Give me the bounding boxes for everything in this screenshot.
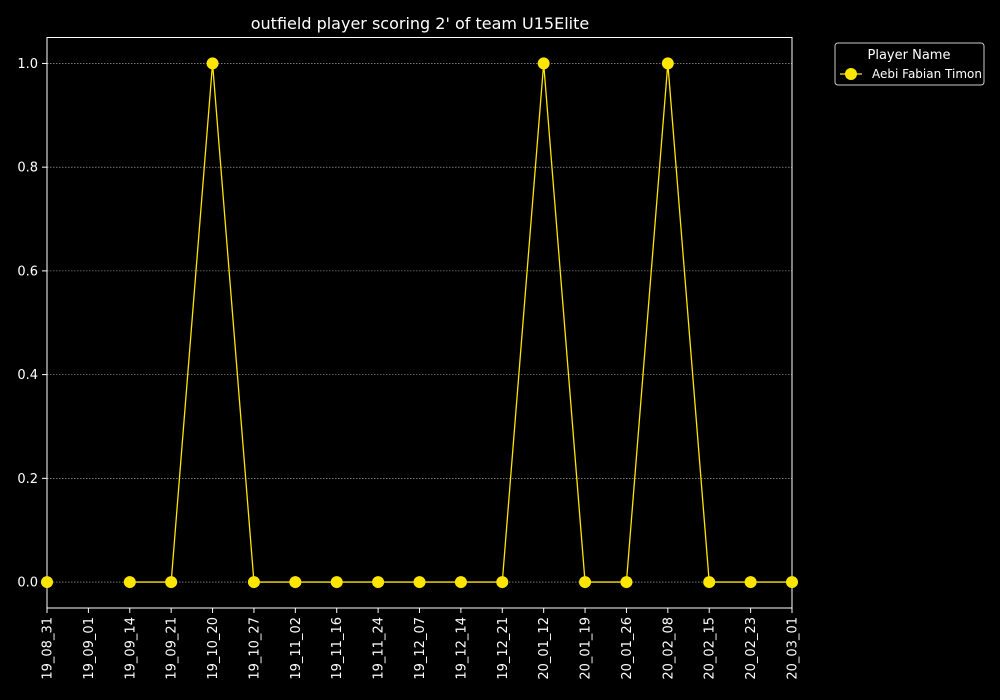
data-point [372,576,385,589]
data-point [413,576,426,589]
data-point [537,57,550,70]
data-point [41,576,53,589]
data-point [165,576,178,589]
x-tick-label: 19_10_20 [206,617,221,680]
series-line [129,63,792,583]
series-layer [41,57,798,589]
x-tick-label: 19_09_21 [165,617,180,680]
x-tick-label: 20_01_12 [537,617,552,680]
y-tick-label: 0.4 [17,368,38,383]
legend-marker-icon [845,68,857,80]
x-tick-label: 20_01_26 [620,617,635,680]
x-tick-label: 19_09_14 [123,617,138,680]
x-tick-label: 19_12_14 [454,617,469,680]
x-tick-label: 20_02_23 [744,617,759,680]
chart-title: outfield player scoring 2' of team U15El… [251,14,589,33]
legend-title: Player Name [868,48,951,63]
data-point [579,576,592,589]
x-tick-label: 19_10_27 [247,617,262,680]
legend-label: Aebi Fabian Timon [872,67,982,81]
y-tick-label: 0.8 [17,161,38,176]
x-axis: 19_08_31 19_09_01 19_09_14 19_09_21 19_10_20… [41,608,801,680]
plot-frame [46,37,793,609]
data-point [786,576,798,589]
legend: Player Name Aebi Fabian Timon [834,42,985,86]
x-tick-label: 19_12_21 [496,617,511,680]
x-tick-label: 19_09_01 [82,617,97,680]
x-tick-label: 20_01_19 [579,617,594,680]
x-tick-label: 20_02_08 [661,617,676,680]
legend-box [834,42,985,86]
data-point [123,576,136,589]
data-point [703,576,716,589]
data-point [247,576,260,589]
x-tick-label: 20_03_01 [786,617,801,680]
x-tick-label: 19_08_31 [41,617,56,680]
data-point [661,57,674,70]
y-tick-label: 0.6 [17,264,38,279]
y-gridlines [47,63,792,583]
y-axis: 0.0 0.2 0.4 0.6 0.8 1.0 [17,57,47,591]
x-tick-label: 19_11_24 [372,617,387,680]
data-point [620,576,633,589]
data-point [454,576,467,589]
y-tick-label: 1.0 [17,57,38,72]
y-tick-label: 0.0 [17,576,38,591]
x-tick-label: 19_12_07 [413,617,428,680]
x-tick-label: 20_02_15 [703,617,718,680]
x-tick-label: 19_11_16 [330,617,345,680]
data-point [330,576,343,589]
y-tick-label: 0.2 [17,472,38,487]
data-point [744,576,757,589]
data-point [289,576,302,589]
data-point [206,57,219,70]
x-tick-label: 19_11_02 [289,617,304,680]
data-point [496,576,509,589]
